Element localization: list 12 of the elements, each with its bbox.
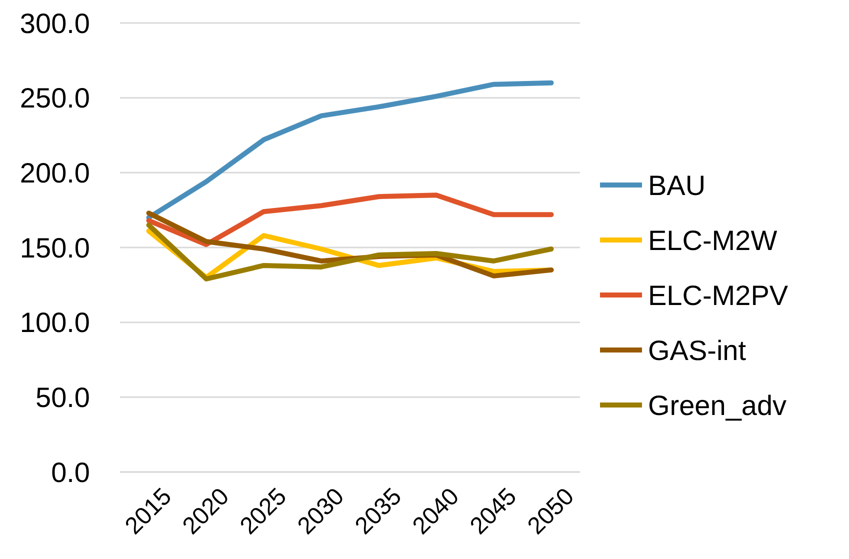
- y-tick-label: 0.0: [51, 456, 90, 488]
- legend-label: Green_adv: [648, 390, 787, 421]
- y-tick-label: 300.0: [20, 8, 90, 39]
- legend-label: BAU: [648, 170, 706, 201]
- legend-label: GAS-int: [648, 334, 746, 366]
- legend-label: ELC-M2PV: [648, 280, 788, 311]
- y-tick-label: 200.0: [20, 157, 90, 188]
- legend-label: ELC-M2W: [648, 224, 778, 256]
- y-tick-label: 150.0: [20, 232, 90, 264]
- y-tick-label: 250.0: [20, 82, 90, 114]
- y-tick-label: 50.0: [36, 382, 90, 413]
- y-tick-label: 100.0: [20, 307, 90, 338]
